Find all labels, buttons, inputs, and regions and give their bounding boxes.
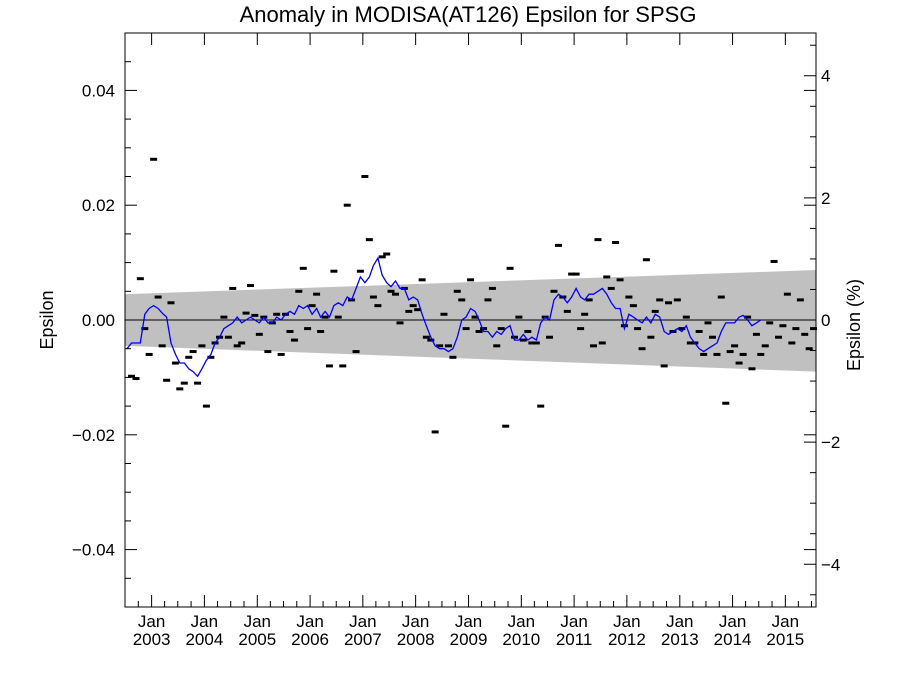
- x-tick-year-label: 2011: [556, 630, 593, 649]
- x-tick-month-label: Jan: [508, 612, 535, 631]
- x-tick-month-label: Jan: [349, 612, 376, 631]
- x-tick-month-label: Jan: [719, 612, 746, 631]
- x-tick-year-label: 2010: [502, 630, 540, 649]
- axes: 0.040.020.00−0.02−0.04420−2−4Jan2003Jan2…: [72, 32, 840, 649]
- chart-title: Anomaly in MODISA(AT126) Epsilon for SPS…: [240, 2, 697, 27]
- x-tick-month-label: Jan: [666, 612, 693, 631]
- uncertainty-band: [125, 270, 816, 372]
- y-right-tick-label: −2: [821, 433, 840, 452]
- x-tick-year-label: 2009: [450, 630, 488, 649]
- x-tick-year-label: 2005: [238, 630, 276, 649]
- x-tick-month-label: Jan: [296, 612, 323, 631]
- x-tick-month-label: Jan: [402, 612, 429, 631]
- y-tick-label: 0.04: [82, 81, 115, 100]
- x-tick-month-label: Jan: [613, 612, 640, 631]
- y-axis-right-label: Epsilon (%): [844, 279, 864, 371]
- x-tick-month-label: Jan: [244, 612, 271, 631]
- y-right-tick-label: 2: [821, 189, 830, 208]
- plot-area: [125, 157, 818, 434]
- x-tick-month-label: Jan: [138, 612, 165, 631]
- x-tick-year-label: 2015: [766, 630, 804, 649]
- x-tick-year-label: 2006: [291, 630, 329, 649]
- y-tick-label: −0.04: [72, 541, 115, 560]
- x-tick-year-label: 2008: [397, 630, 435, 649]
- x-tick-year-label: 2007: [344, 630, 382, 649]
- x-tick-month-label: Jan: [772, 612, 799, 631]
- y-tick-label: 0.00: [82, 311, 115, 330]
- y-axis-label: Epsilon: [37, 290, 57, 349]
- x-tick-year-label: 2003: [133, 630, 171, 649]
- y-tick-label: −0.02: [72, 426, 115, 445]
- x-tick-month-label: Jan: [455, 612, 482, 631]
- y-right-tick-label: 0: [821, 311, 830, 330]
- y-tick-label: 0.02: [82, 196, 115, 215]
- x-tick-year-label: 2013: [661, 630, 699, 649]
- x-tick-year-label: 2012: [608, 630, 646, 649]
- y-right-tick-label: 4: [821, 67, 830, 86]
- x-tick-month-label: Jan: [191, 612, 218, 631]
- y-right-tick-label: −4: [821, 555, 840, 574]
- x-tick-month-label: Jan: [560, 612, 587, 631]
- trend-line: [126, 256, 762, 378]
- x-tick-year-label: 2004: [185, 630, 223, 649]
- x-tick-year-label: 2014: [714, 630, 752, 649]
